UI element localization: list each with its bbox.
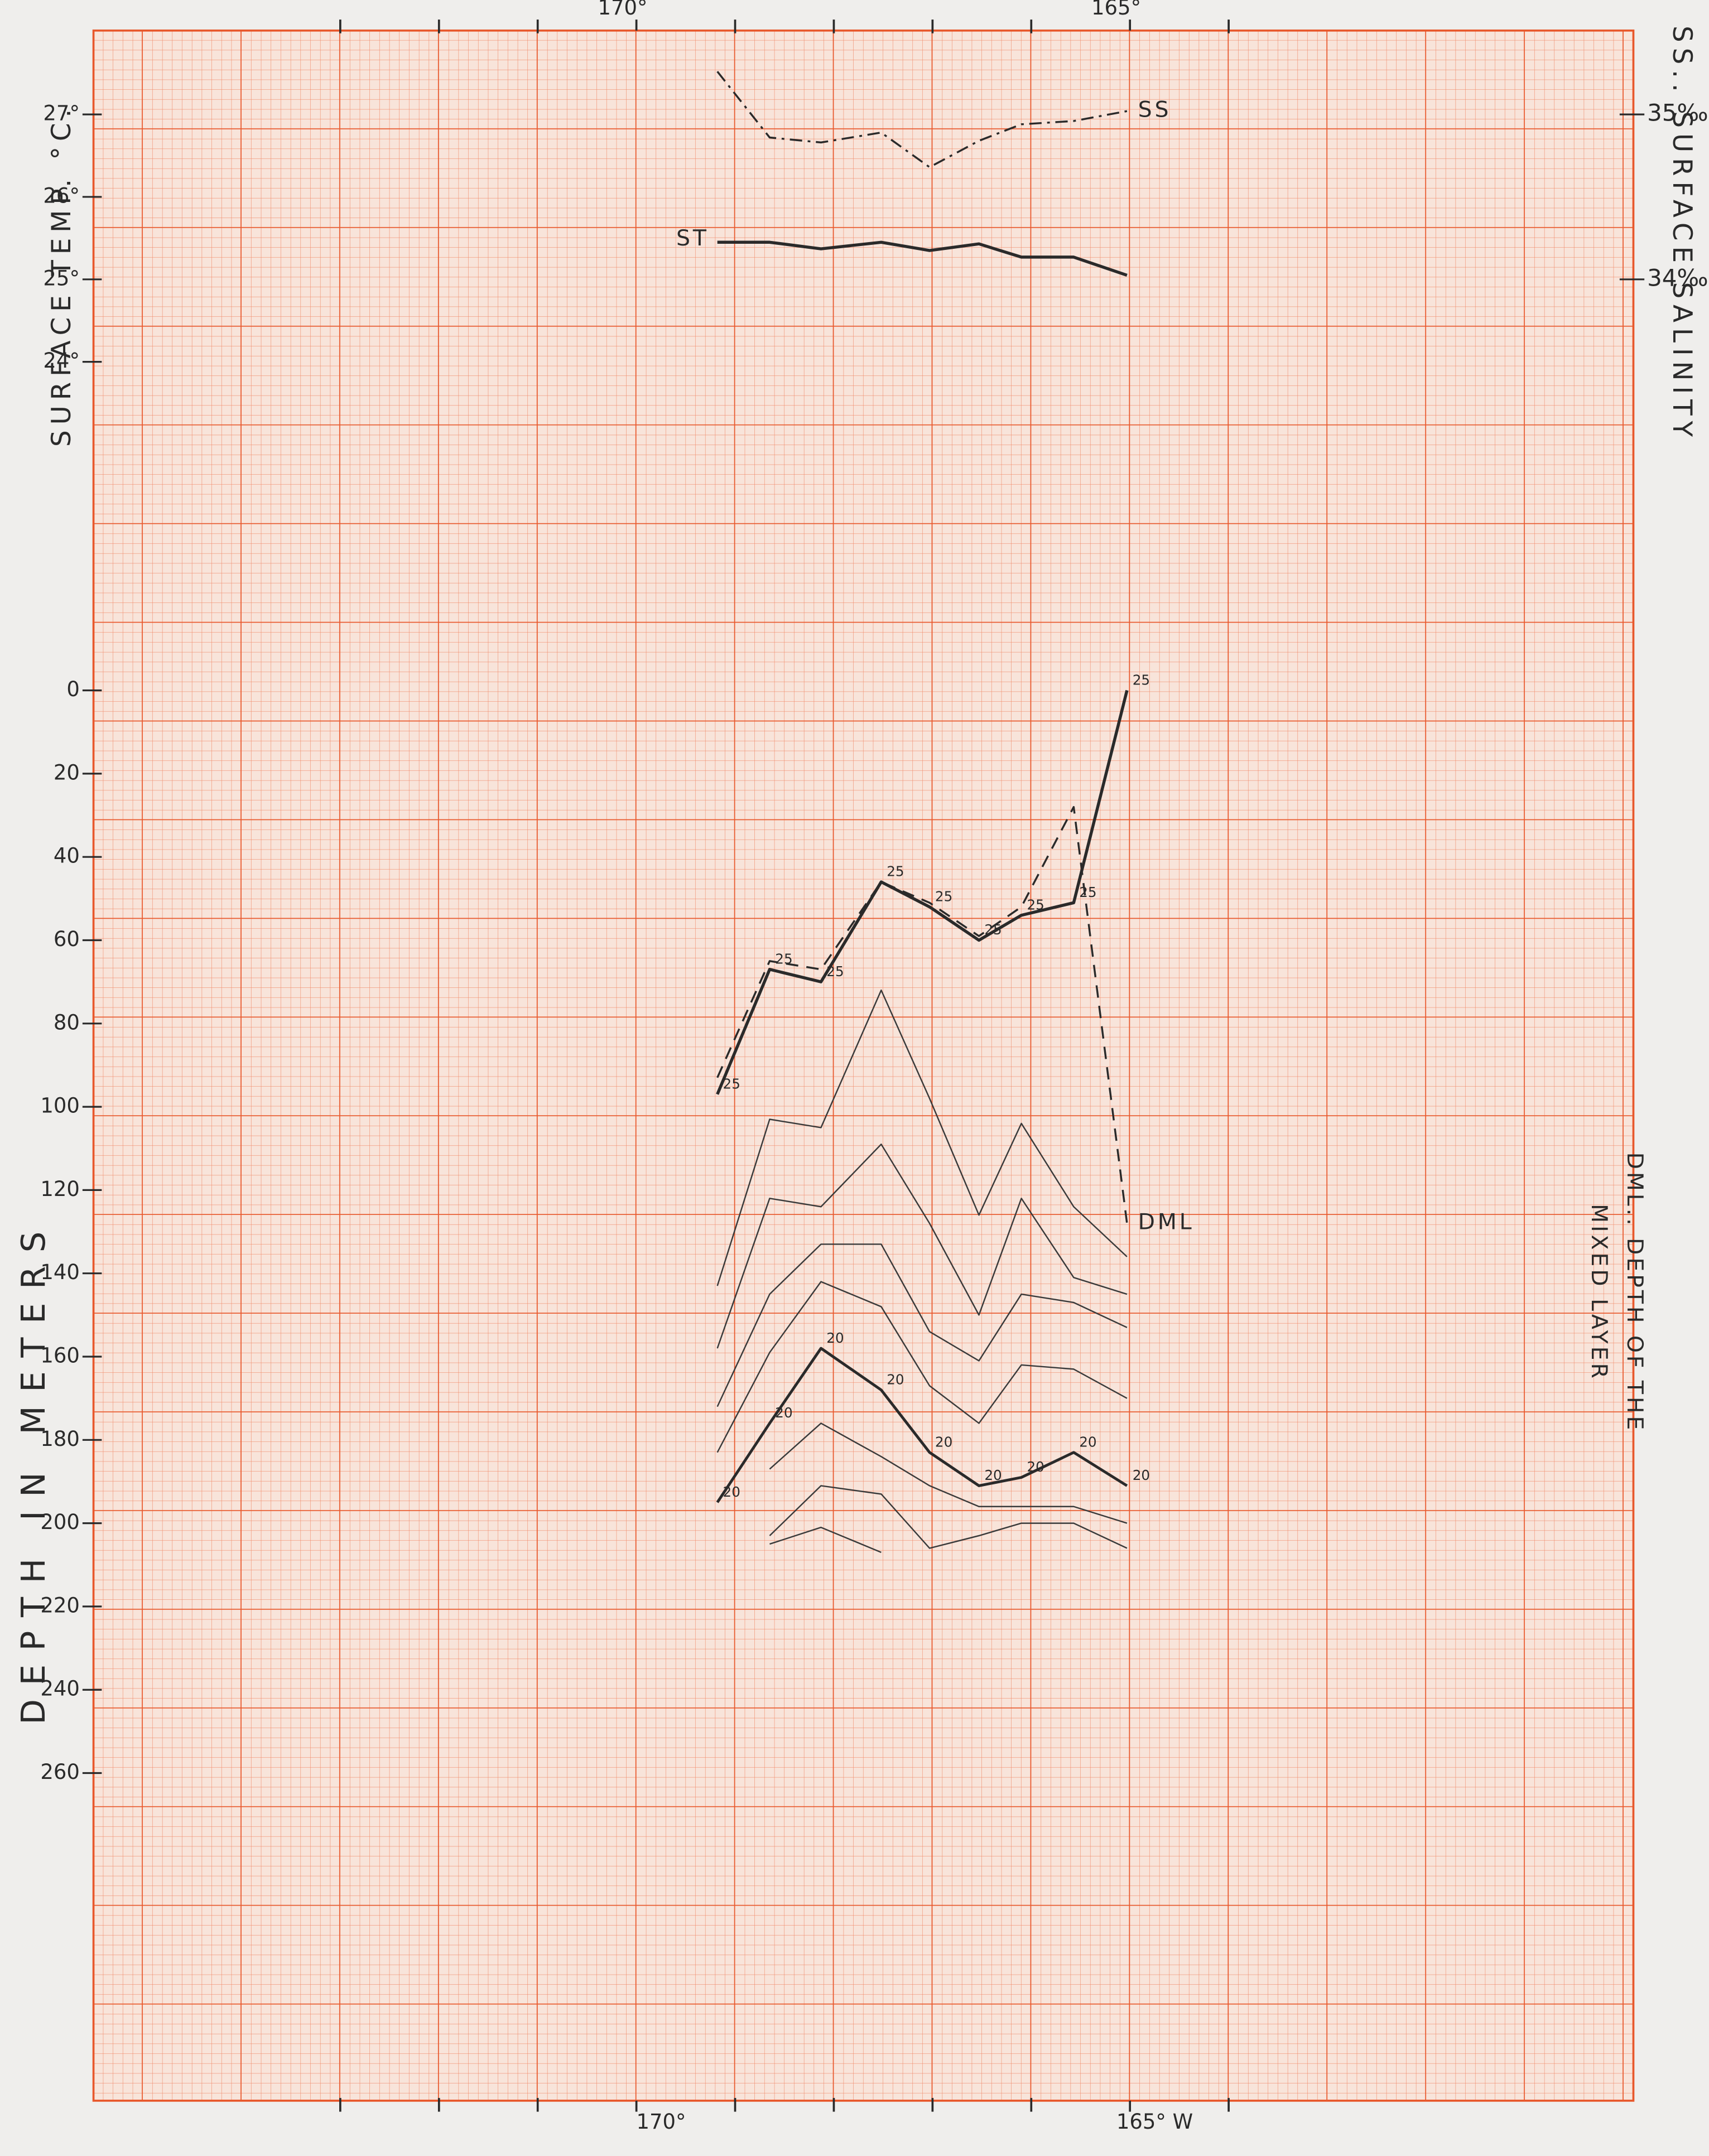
data-line	[769, 1422, 1128, 1524]
point-label: 20	[1027, 1459, 1044, 1475]
y-tick-label: 80	[54, 1010, 80, 1034]
point-label: 20	[1079, 1434, 1096, 1450]
y-tick-label: 200	[40, 1510, 80, 1534]
data-line	[716, 1281, 1128, 1453]
point-label: 20	[723, 1484, 740, 1500]
point-label: 20	[775, 1405, 792, 1421]
series-label: SS	[1138, 97, 1172, 123]
y-tick-label: 220	[40, 1593, 80, 1617]
x-tick-label: 170°	[598, 0, 647, 20]
y2-axis-title: SS.. SURFACE SALINITY	[1667, 26, 1697, 442]
point-label: 25	[935, 889, 952, 905]
y-axis-title: SURFACE TEMP. °C.	[47, 104, 77, 447]
data-line	[716, 989, 1128, 1286]
point-label: 25	[1027, 896, 1044, 913]
data-line	[716, 806, 1128, 1224]
major-grid	[93, 30, 1634, 2101]
point-label: 20	[984, 1467, 1002, 1483]
y-tick-label: 160	[40, 1344, 80, 1368]
paper-frame	[92, 29, 1635, 2102]
point-label: 25	[984, 922, 1002, 938]
annotation: MIXED LAYER	[1586, 1204, 1612, 1381]
y-tick-label: 26°	[43, 184, 80, 208]
y-axis-title: DEPTH IN METERS	[14, 1218, 52, 1724]
point-label: 25	[887, 864, 904, 880]
y-tick-label: 24°	[43, 349, 80, 373]
x-tick-label: 165° W	[1116, 2110, 1193, 2134]
x-tick-label: 170°	[636, 2110, 686, 2134]
x-tick-label: 165°	[1091, 0, 1141, 20]
y-tick-label: 0	[66, 677, 80, 701]
point-label: 20	[826, 1330, 844, 1346]
y2-tick-label: 35‰	[1647, 99, 1708, 127]
y-tick-label: 20	[54, 760, 80, 784]
data-line	[717, 240, 1128, 277]
y-tick-label: 240	[40, 1677, 80, 1701]
data-line	[716, 1347, 1128, 1503]
data-line	[716, 1144, 1128, 1349]
annotation: DML.. DEPTH OF THE	[1622, 1152, 1648, 1433]
y-tick-label: 180	[40, 1427, 80, 1451]
data-line	[716, 689, 1129, 1095]
point-label: 25	[1133, 672, 1150, 688]
y-tick-label: 140	[40, 1260, 80, 1284]
point-label: 25	[1079, 884, 1096, 900]
data-line	[769, 1526, 882, 1554]
y-tick-label: 120	[40, 1177, 80, 1201]
series-label: DML	[1138, 1209, 1195, 1235]
y-tick-label: 60	[54, 927, 80, 951]
y-tick-label: 100	[40, 1094, 80, 1118]
y-tick-label: 40	[54, 844, 80, 868]
point-label: 25	[826, 963, 844, 980]
point-label: 20	[1133, 1467, 1150, 1483]
point-label: 20	[935, 1434, 952, 1450]
series-label: ST	[676, 225, 709, 251]
data-line	[716, 1243, 1128, 1407]
point-label: 25	[723, 1075, 740, 1092]
data-line	[716, 71, 1128, 168]
y2-tick-label: 34‰	[1647, 264, 1708, 291]
y-tick-label: 27°	[43, 102, 80, 126]
point-label: 20	[887, 1371, 904, 1387]
data-line	[769, 1485, 1128, 1549]
y-tick-label: 25°	[43, 266, 80, 290]
y-tick-label: 260	[40, 1760, 80, 1784]
